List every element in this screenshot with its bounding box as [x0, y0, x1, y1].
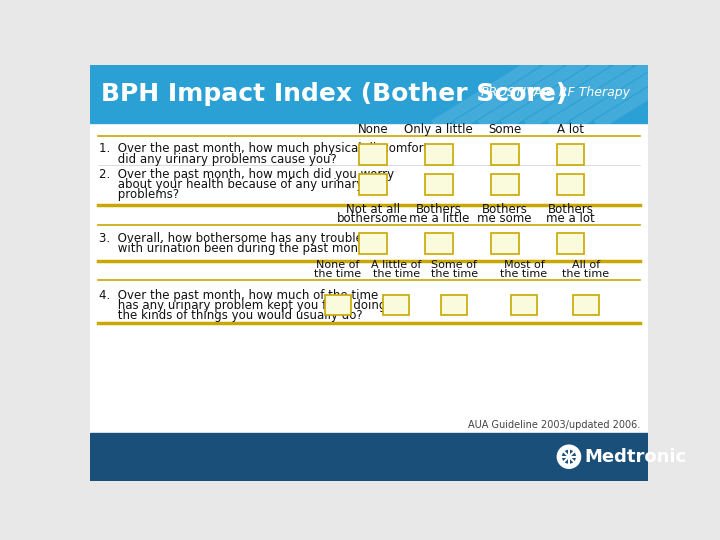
Bar — [441, 295, 467, 315]
Text: the time: the time — [500, 269, 548, 279]
Text: the time: the time — [431, 269, 478, 279]
Bar — [490, 233, 518, 254]
Text: 4.  Over the past month, how much of the time: 4. Over the past month, how much of the … — [99, 288, 379, 301]
Bar — [425, 144, 453, 165]
Bar — [425, 233, 453, 254]
Bar — [490, 174, 518, 194]
Text: me a lot: me a lot — [546, 212, 595, 225]
Bar — [359, 233, 387, 254]
Bar — [90, 123, 648, 433]
Text: Bothers: Bothers — [482, 203, 528, 216]
Text: did any urinary problems cause you?: did any urinary problems cause you? — [99, 153, 337, 166]
Text: Bothers: Bothers — [548, 203, 593, 216]
Text: None of: None of — [316, 260, 360, 270]
Text: Some of: Some of — [431, 260, 477, 270]
Bar — [490, 144, 518, 165]
Bar — [90, 433, 648, 481]
Text: A lot: A lot — [557, 123, 584, 136]
Text: me some: me some — [477, 212, 532, 225]
Text: has any urinary problem kept you from doing: has any urinary problem kept you from do… — [99, 299, 387, 312]
Text: PROSTIVA® RF Therapy: PROSTIVA® RF Therapy — [482, 86, 631, 99]
Bar — [557, 233, 585, 254]
Text: 3.  Overall, how bothersome has any trouble: 3. Overall, how bothersome has any troub… — [99, 232, 363, 245]
Circle shape — [557, 445, 580, 468]
Bar — [90, 65, 648, 123]
Text: A little of: A little of — [371, 260, 421, 270]
Circle shape — [562, 450, 575, 463]
Text: the kinds of things you would usually do?: the kinds of things you would usually do… — [99, 308, 363, 321]
Text: bothersome: bothersome — [337, 212, 408, 225]
Text: Bothers: Bothers — [416, 203, 462, 216]
Text: the time: the time — [562, 269, 610, 279]
Text: the time: the time — [372, 269, 420, 279]
Text: about your health because of any urinary: about your health because of any urinary — [99, 178, 364, 191]
Bar — [557, 174, 585, 194]
Text: Medtronic: Medtronic — [585, 448, 687, 465]
Text: 2.  Over the past month, how much did you worry: 2. Over the past month, how much did you… — [99, 167, 395, 181]
Text: with urination been during the past month?: with urination been during the past mont… — [99, 242, 377, 255]
Text: Not at all: Not at all — [346, 203, 400, 216]
Text: All of: All of — [572, 260, 600, 270]
Text: 1.  Over the past month, how much physical discomfort: 1. Over the past month, how much physica… — [99, 142, 428, 155]
Text: problems?: problems? — [99, 188, 179, 201]
Bar — [573, 295, 599, 315]
Text: the time: the time — [315, 269, 361, 279]
Bar — [325, 295, 351, 315]
Bar — [383, 295, 409, 315]
Bar — [359, 144, 387, 165]
Bar — [557, 144, 585, 165]
Text: me a little: me a little — [408, 212, 469, 225]
Text: AUA Guideline 2003/updated 2006.: AUA Guideline 2003/updated 2006. — [468, 420, 640, 430]
Text: Some: Some — [488, 123, 521, 136]
Text: Most of: Most of — [503, 260, 544, 270]
Text: BPH Impact Index (Bother Score): BPH Impact Index (Bother Score) — [101, 82, 567, 106]
Text: Only a little: Only a little — [405, 123, 473, 136]
Bar — [359, 174, 387, 194]
Bar — [425, 174, 453, 194]
Bar — [510, 295, 537, 315]
Text: None: None — [358, 123, 388, 136]
